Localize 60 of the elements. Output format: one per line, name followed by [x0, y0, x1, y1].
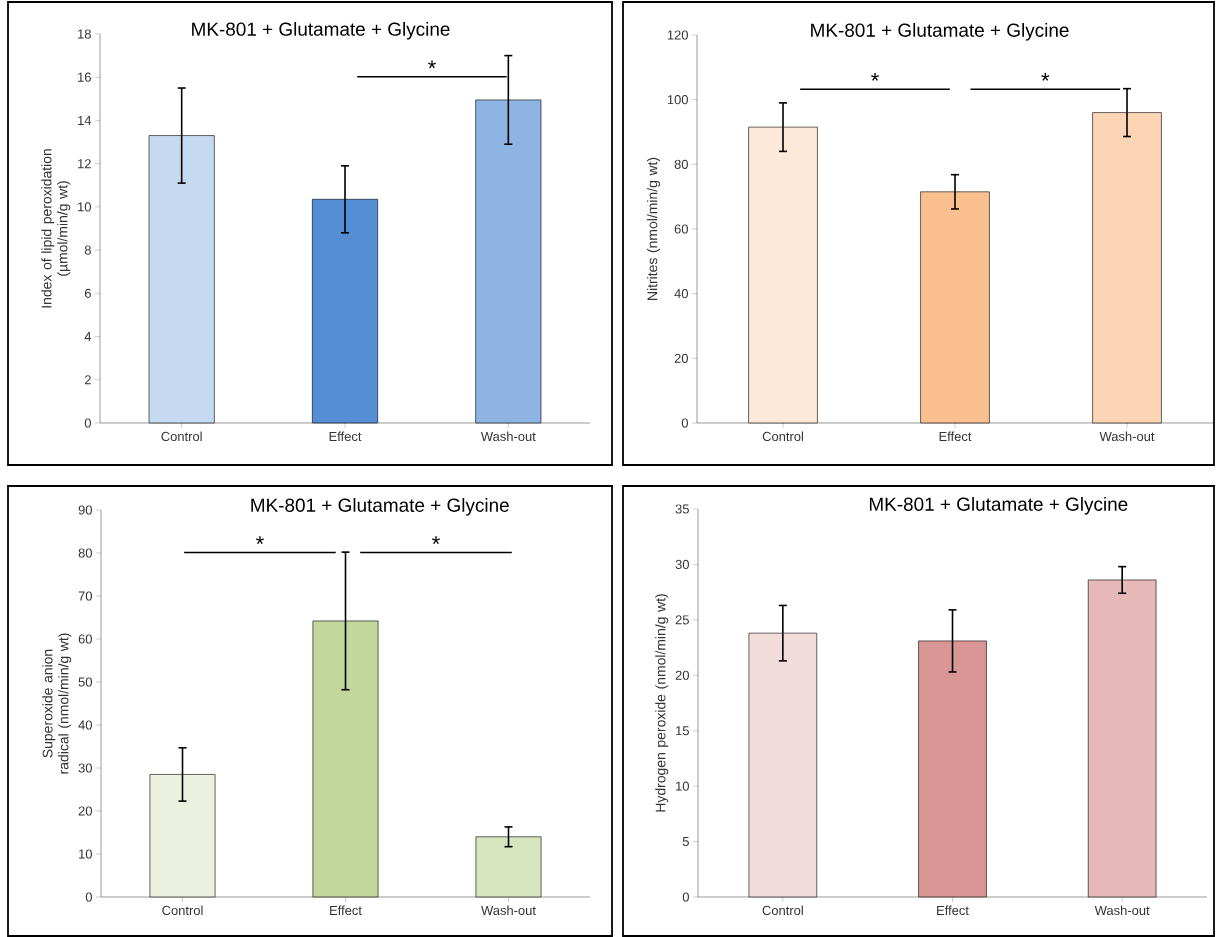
y-tick-label: 80	[78, 548, 92, 558]
annotation: *	[1041, 73, 1050, 81]
y-tick-label: 40	[674, 289, 688, 299]
y-tick-label: 35	[675, 504, 689, 514]
y-tick-label: 2	[84, 375, 91, 385]
y-tick-label: 10	[79, 849, 92, 859]
y-tick-label: 20	[675, 670, 689, 680]
y-tick-label: 70	[78, 591, 92, 601]
y-tick-label: 16	[78, 72, 91, 82]
y-axis-title: Nitrites (nmol/min/g wt)	[647, 157, 661, 300]
y-tick-label: 40	[78, 720, 92, 730]
y-tick-label: 5	[682, 837, 689, 847]
y-tick-label: 80	[674, 159, 688, 169]
y-tick-label: 60	[78, 634, 92, 644]
y-tick-label: 90	[78, 505, 92, 515]
x-tick-label: Effect	[939, 431, 972, 442]
y-tick-label: 12	[78, 159, 91, 169]
y-tick-label: 100	[667, 95, 688, 105]
y-tick-label: 10	[676, 781, 689, 791]
y-tick-label: 14	[78, 116, 92, 125]
chart-title: MK-801 + Glutamate + Glycine	[251, 498, 509, 516]
y-tick-label: 60	[674, 224, 688, 234]
y-tick-label: 0	[681, 418, 688, 428]
y-tick-label: 25	[675, 615, 689, 625]
y-tick-label: 15	[676, 726, 689, 736]
x-tick-label: Effect	[330, 905, 362, 916]
y-tick-label: 50	[78, 677, 92, 687]
annotation: *	[428, 60, 436, 69]
y-tick-label: 10	[78, 202, 91, 212]
y-tick-label: 20	[78, 806, 92, 816]
chart-title: MK-801 + Glutamate + Glycine	[192, 22, 450, 40]
chart-title: MK-801 + Glutamate + Glycine	[811, 23, 1069, 41]
y-tick-label: 30	[78, 763, 92, 773]
y-axis-title: Superoxide anion radical (nmol/min/g wt)	[42, 633, 72, 774]
x-tick-label: Control	[162, 905, 203, 916]
y-tick-label: 0	[682, 892, 689, 902]
x-tick-label: Wash-out	[480, 431, 536, 442]
x-tick-label: Wash-out	[1099, 431, 1155, 442]
y-tick-label: 6	[84, 288, 91, 298]
y-tick-label: 8	[84, 245, 91, 255]
annotation: *	[256, 536, 264, 545]
x-tick-label: Control	[762, 431, 804, 442]
chart-title: MK-801 + Glutamate + Glycine	[869, 497, 1128, 515]
y-tick-label: 30	[675, 559, 689, 570]
y-tick-label: 18	[78, 29, 91, 39]
y-axis-title: Index of lipid peroxidation (µmol/min/g wt)	[41, 149, 71, 308]
y-tick-label: 0	[84, 418, 91, 428]
x-tick-label: Wash-out	[1094, 905, 1150, 916]
annotation: *	[871, 73, 879, 81]
x-tick-label: Effect	[329, 431, 362, 442]
x-tick-label: Control	[161, 431, 202, 442]
annotation: *	[432, 536, 440, 545]
y-tick-label: 4	[84, 332, 92, 342]
x-tick-label: Control	[762, 905, 803, 916]
y-tick-label: 20	[674, 353, 688, 363]
y-axis-title: Hydrogen peroxide (nmol/min/g wt)	[655, 594, 669, 812]
x-tick-label: Wash-out	[481, 905, 536, 916]
x-tick-label: Effect	[937, 905, 969, 916]
y-tick-label: 120	[667, 30, 688, 40]
y-tick-label: 0	[85, 892, 92, 902]
